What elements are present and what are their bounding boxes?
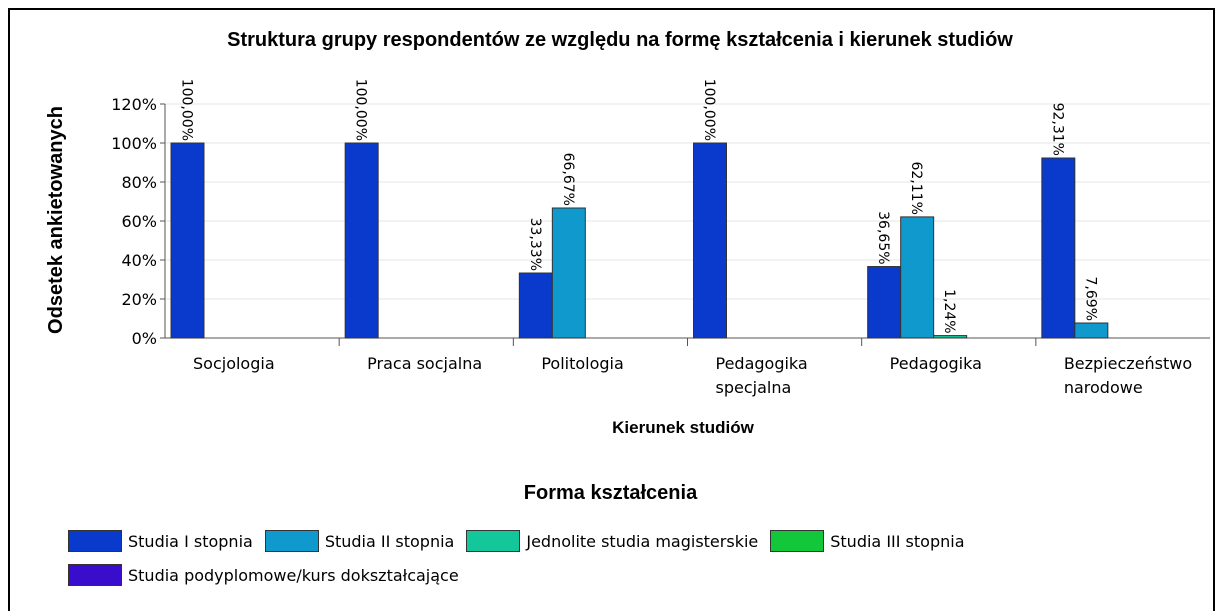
chart-title: Struktura grupy respondentów ze względu … — [227, 29, 1013, 51]
data-label: 36,65% — [875, 211, 891, 264]
bar — [551, 207, 586, 339]
legend-swatch — [770, 530, 825, 552]
legend-item: Studia III stopnia — [770, 530, 965, 552]
legend-label: Studia podyplomowe/kurs dokształcające — [128, 565, 459, 585]
data-label: 92,31% — [1049, 103, 1065, 156]
x-tick-label: Pedagogika — [889, 354, 982, 373]
bar — [933, 335, 968, 339]
y-tick-label: 120% — [111, 95, 157, 114]
legend-item: Jednolite studia magisterskie — [466, 530, 758, 552]
legend-item: Studia podyplomowe/kurs dokształcające — [68, 564, 459, 586]
bar — [693, 142, 727, 339]
legend-title: Forma kształcenia — [523, 482, 698, 504]
frame — [8, 8, 1215, 611]
x-tick-label: Socjologia — [193, 354, 275, 373]
data-label: 100,00% — [353, 79, 369, 141]
legend-item: Studia I stopnia — [68, 530, 253, 552]
legend-item: Studia II stopnia — [264, 530, 455, 552]
data-label: 1,24% — [941, 289, 957, 333]
bar — [170, 142, 205, 339]
legend-swatch — [68, 564, 122, 586]
legend-swatch — [466, 530, 521, 552]
bar — [867, 266, 902, 339]
legend-label: Studia III stopnia — [830, 531, 965, 551]
x-axis-label: Kierunek studiów — [612, 418, 754, 437]
bar — [344, 142, 379, 339]
legend-label: Studia II stopnia — [324, 531, 455, 551]
y-tick-label: 80% — [121, 173, 157, 192]
x-tick-label: Pedagogika specjalna — [715, 354, 808, 397]
y-tick-label: 40% — [121, 251, 157, 270]
data-label: 100,00% — [701, 79, 717, 141]
data-label: 33,33% — [527, 218, 543, 271]
y-tick-label: 100% — [111, 134, 157, 153]
legend-swatch — [68, 530, 122, 552]
x-tick-label: Praca socjalna — [367, 354, 483, 373]
data-label: 7,69% — [1082, 277, 1098, 321]
legend: Studia I stopnia Studia II stopnia Jednoli… — [68, 530, 1188, 586]
y-axis-label: Odsetek ankietowanych — [45, 106, 67, 334]
x-tick-label: Politologia — [541, 354, 624, 373]
bar — [1074, 322, 1109, 339]
data-label: 66,67% — [560, 153, 576, 206]
legend-swatch — [264, 530, 319, 552]
data-label: 100,00% — [179, 79, 195, 141]
bar — [900, 216, 935, 339]
y-tick-label: 60% — [121, 212, 157, 231]
y-tick-label: 0% — [132, 329, 157, 348]
bar — [518, 272, 553, 339]
legend-label: Studia I stopnia — [128, 531, 253, 551]
y-tick-label: 20% — [121, 290, 157, 309]
data-label: 62,11% — [908, 161, 924, 214]
legend-label: Jednolite studia magisterskie — [526, 531, 759, 551]
bar — [1041, 157, 1076, 339]
x-tick-label: Bezpieczeństwo narodowe — [1063, 354, 1193, 397]
